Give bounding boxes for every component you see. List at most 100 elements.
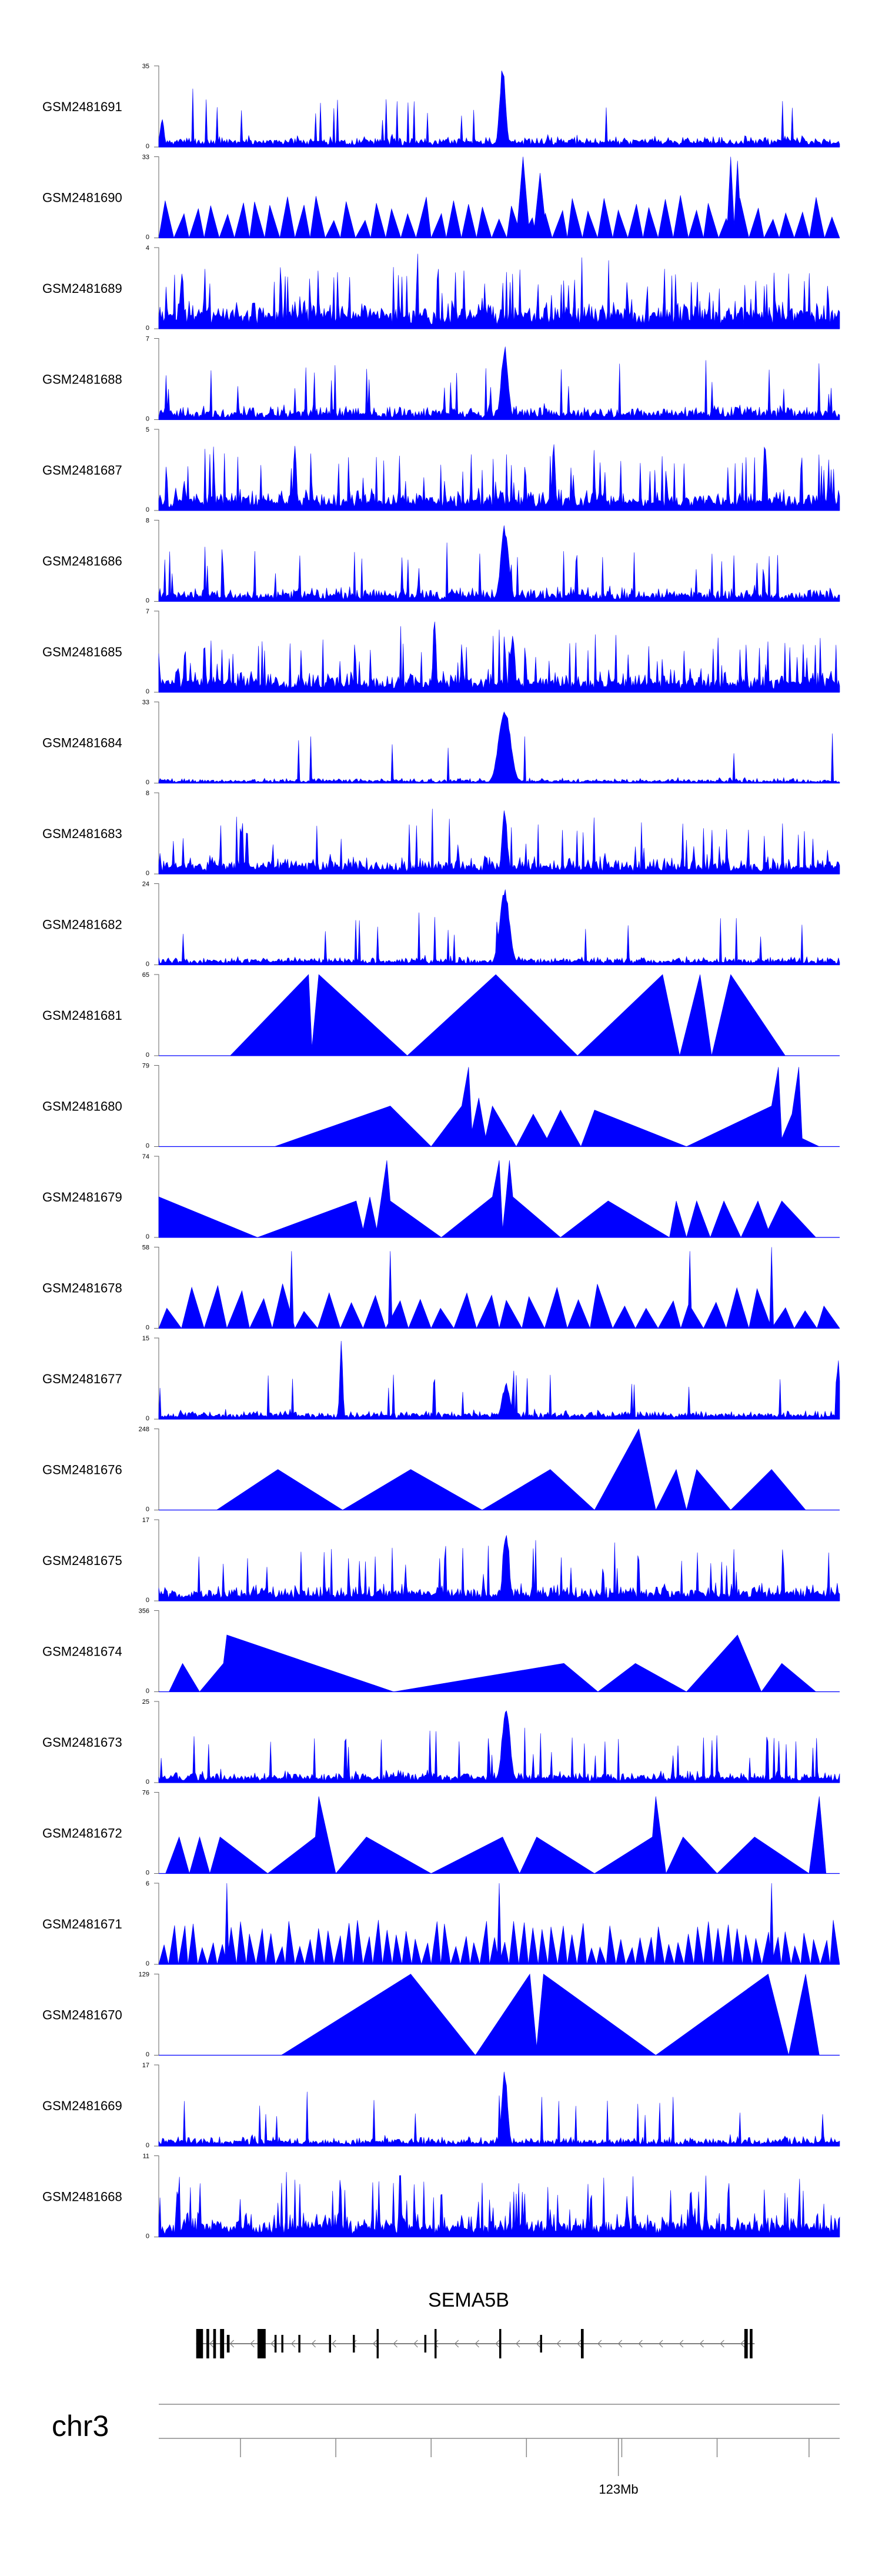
- gene-exon: [580, 2329, 584, 2358]
- track-GSM2481669: GSM2481669 17 0: [42, 2062, 840, 2149]
- strand-arrow: [617, 2340, 623, 2348]
- track-ymax-label: 33: [142, 699, 149, 706]
- track-signal: [158, 70, 840, 148]
- track-ymax-label: 7: [146, 336, 149, 343]
- track-signal: [158, 711, 840, 783]
- track-y-axis: [154, 429, 159, 511]
- gene-exon: [274, 2335, 277, 2353]
- chromosome-label: chr3: [52, 2410, 109, 2442]
- track-label: GSM2481669: [42, 2098, 122, 2113]
- track-y-axis: [154, 247, 159, 329]
- track-ymax-label: 17: [142, 2062, 149, 2069]
- track-ymax-label: 25: [142, 1699, 149, 1706]
- track-ymin-label: 0: [146, 143, 149, 150]
- track-label: GSM2481673: [42, 1735, 122, 1750]
- gene-label: SEMA5B: [428, 2289, 509, 2311]
- track-label: GSM2481676: [42, 1463, 122, 1477]
- strand-arrow: [699, 2340, 704, 2348]
- track-label: GSM2481670: [42, 2008, 122, 2023]
- track-ymin-label: 0: [146, 234, 149, 241]
- track-GSM2481682: GSM2481682 24 0: [42, 881, 840, 968]
- strand-arrow: [332, 2340, 336, 2348]
- track-signal: [280, 1973, 820, 2056]
- track-GSM2481676: GSM2481676 248 0: [42, 1426, 840, 1513]
- gene-exon: [424, 2335, 427, 2353]
- track-GSM2481687: GSM2481687 5 0: [42, 426, 840, 513]
- track-y-axis: [154, 1610, 159, 1692]
- track-y-axis: [154, 1247, 159, 1329]
- track-y-axis: [154, 883, 159, 965]
- track-signal: [158, 1340, 840, 1420]
- gene-exon: [281, 2335, 283, 2353]
- track-ymin-label: 0: [146, 325, 149, 332]
- track-GSM2481681: GSM2481681 65 0: [42, 972, 840, 1059]
- strand-arrow: [311, 2340, 316, 2348]
- track-signal: [158, 253, 840, 329]
- track-GSM2481677: GSM2481677 15 0: [42, 1335, 840, 1422]
- strand-arrow: [475, 2340, 479, 2348]
- track-ymin-label: 0: [146, 2233, 149, 2240]
- track-signal: [158, 1535, 840, 1601]
- gene-exon: [226, 2335, 230, 2353]
- track-signal: [158, 444, 840, 511]
- track-label: GSM2481679: [42, 1190, 122, 1204]
- track-ymin-label: 0: [146, 2051, 149, 2058]
- track-ymax-label: 129: [139, 1971, 149, 1978]
- track-ymax-label: 58: [142, 1244, 149, 1252]
- gene-exon: [540, 2335, 542, 2353]
- track-signal: [158, 809, 840, 875]
- strand-arrow: [597, 2340, 602, 2348]
- track-label: GSM2481690: [42, 191, 122, 205]
- strand-arrow: [556, 2340, 561, 2348]
- axis-tick-label: 123Mb: [599, 2482, 638, 2497]
- track-signal: [158, 2172, 840, 2237]
- track-ymax-label: 74: [142, 1153, 149, 1160]
- gene-exon: [499, 2329, 502, 2358]
- track-ymax-label: 17: [142, 1517, 149, 1524]
- track-ymax-label: 11: [143, 2153, 149, 2160]
- track-y-axis: [154, 2155, 159, 2237]
- track-ymax-label: 79: [142, 1063, 149, 1070]
- track-label: GSM2481689: [42, 281, 122, 296]
- track-label: GSM2481674: [42, 1644, 122, 1659]
- track-signal: [158, 156, 840, 238]
- track-y-axis: [154, 1337, 159, 1420]
- track-ymax-label: 4: [146, 245, 149, 252]
- track-signal: [158, 1247, 840, 1329]
- track-label: GSM2481686: [42, 554, 122, 569]
- track-GSM2481689: GSM2481689 4 0: [42, 245, 840, 332]
- track-label: GSM2481678: [42, 1281, 122, 1296]
- track-GSM2481672: GSM2481672 76 0: [42, 1790, 840, 1877]
- strand-arrow: [290, 2340, 296, 2348]
- track-ymax-label: 8: [146, 518, 149, 525]
- strand-arrow: [495, 2340, 500, 2348]
- track-GSM2481679: GSM2481679 74 0: [42, 1153, 840, 1240]
- track-GSM2481673: GSM2481673 25 0: [42, 1699, 840, 1786]
- track-GSM2481690: GSM2481690 33 0: [42, 154, 840, 241]
- track-ymax-label: 76: [142, 1790, 149, 1797]
- track-ymax-label: 356: [139, 1608, 149, 1615]
- track-ymin-label: 0: [146, 1778, 149, 1786]
- track-y-axis: [154, 974, 159, 1056]
- track-ymax-label: 15: [142, 1335, 149, 1342]
- track-y-axis: [154, 2064, 159, 2147]
- track-y-axis: [154, 1883, 159, 1965]
- track-GSM2481691: GSM2481691 35 0: [42, 63, 840, 150]
- strand-arrow: [372, 2340, 377, 2348]
- track-ymax-label: 33: [142, 154, 149, 161]
- track-y-axis: [154, 792, 159, 875]
- track-signal: [158, 889, 840, 965]
- track-GSM2481686: GSM2481686 8 0: [42, 518, 840, 605]
- track-label: GSM2481681: [42, 1008, 122, 1023]
- track-y-axis: [154, 520, 159, 602]
- track-ymin-label: 0: [146, 1415, 149, 1422]
- track-ymin-label: 0: [146, 1324, 149, 1332]
- track-signal: [158, 346, 840, 420]
- chromosome-track: chr3: [52, 2404, 840, 2442]
- track-ymax-label: 35: [142, 63, 149, 70]
- signal-tracks: GSM2481691350GSM2481690330GSM248168940GS…: [42, 63, 840, 2240]
- track-label: GSM2481684: [42, 736, 122, 750]
- track-y-axis: [154, 1974, 159, 2056]
- track-signal: [168, 1634, 817, 1693]
